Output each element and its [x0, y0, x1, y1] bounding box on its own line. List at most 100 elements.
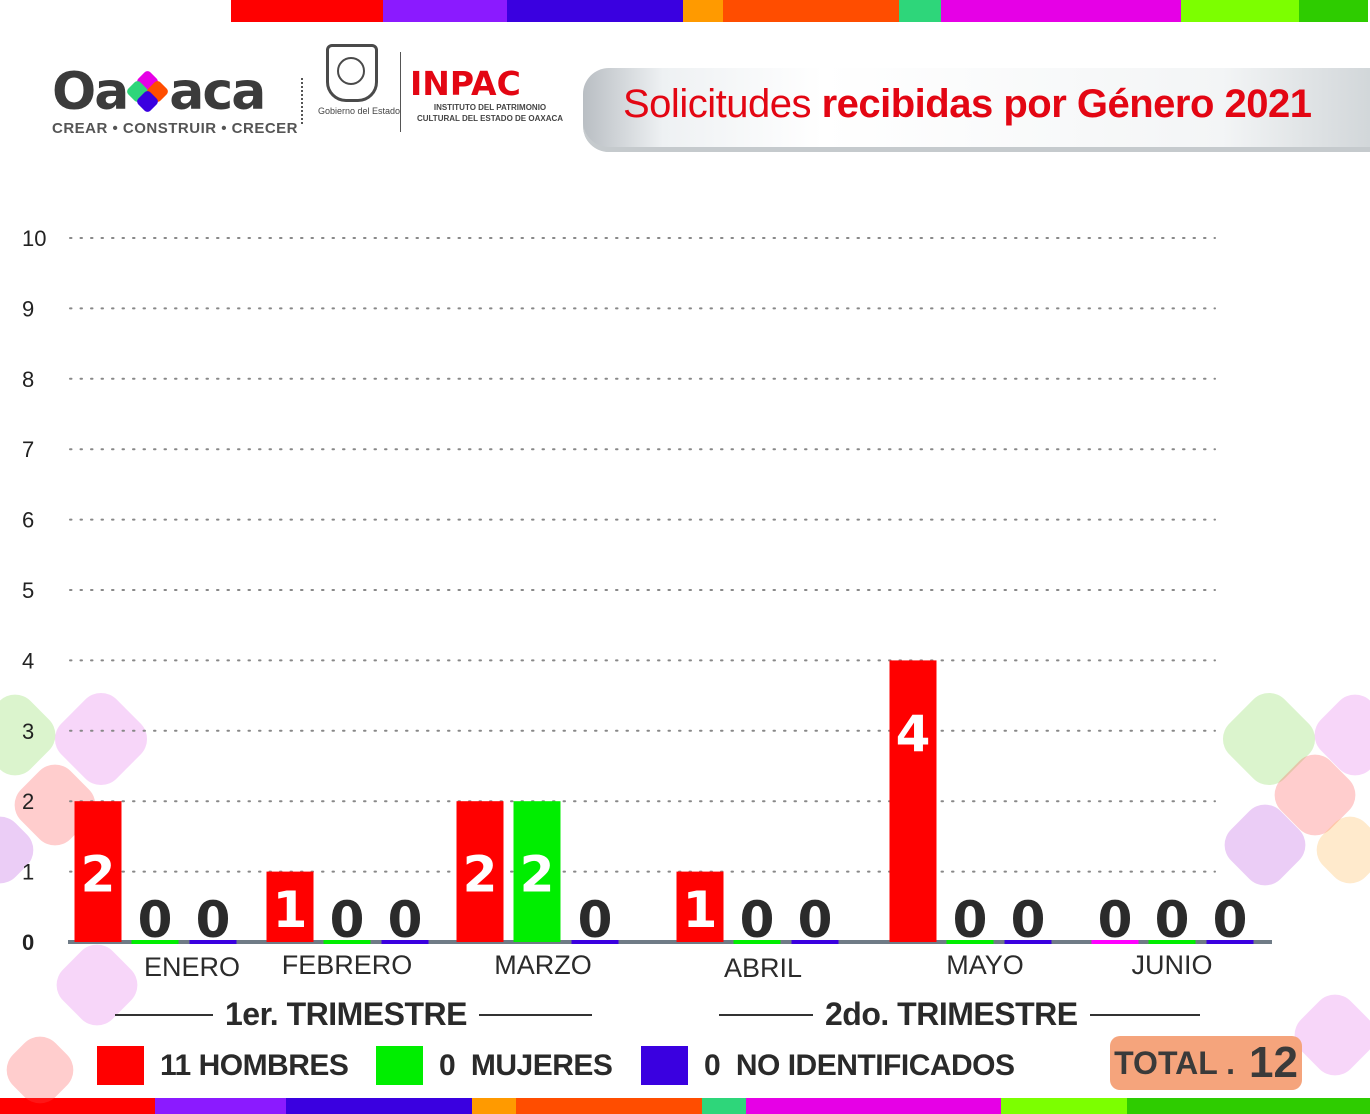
y-tick-label: 4 — [22, 648, 34, 673]
data-label-hombres: 2 — [81, 846, 116, 904]
stripe-segment — [1299, 0, 1368, 22]
title-banner: Solicitudes recibidas por Género 2021 — [583, 68, 1370, 152]
legend-label-hombres: HOMBRES — [198, 1048, 349, 1082]
data-label-mujeres: 0 — [1155, 891, 1190, 949]
legend-label-mujeres: MUJERES — [470, 1048, 613, 1082]
stripe-segment — [516, 1098, 702, 1114]
data-label-hombres: 1 — [683, 881, 718, 939]
month-label-enero: ENERO — [143, 952, 241, 982]
stripe-segment — [746, 1098, 1001, 1114]
brand-logo-right: aca — [169, 62, 266, 122]
legend-mujeres: 0 MUJERES — [376, 1046, 613, 1085]
y-tick-label: 10 — [22, 226, 46, 251]
stripe-segment — [1181, 0, 1299, 22]
month-label-mayo: MAYO — [946, 950, 1024, 980]
legend-swatch-mujeres — [376, 1046, 423, 1085]
data-label-no-identificados: 0 — [1213, 891, 1248, 949]
bar-mujeres — [946, 940, 994, 944]
y-tick-label: 7 — [22, 437, 34, 462]
y-tick-label: 2 — [22, 789, 34, 814]
stripe-segment — [507, 0, 683, 22]
legend-count-mujeres: 0 — [439, 1048, 456, 1082]
total-label: TOTAL . — [1114, 1044, 1235, 1081]
stripe-segment — [723, 0, 899, 22]
header-divider — [400, 52, 401, 132]
seal-caption: Gobierno del Estado — [318, 106, 401, 116]
data-label-hombres: 2 — [463, 846, 498, 904]
inpac-full-line2: CULTURAL DEL ESTADO DE OAXACA — [416, 114, 564, 123]
data-label-no-identificados: 0 — [196, 891, 231, 949]
bar-mujeres — [733, 940, 781, 944]
bar-mujeres — [513, 801, 561, 942]
bar-no-identificados — [189, 940, 237, 944]
legend-swatch-no-identificados — [641, 1046, 688, 1085]
y-tick-label: 3 — [22, 719, 34, 744]
stripe-segment — [1001, 1098, 1127, 1114]
title-bold: recibidas por Género 2021 — [821, 82, 1312, 126]
data-label-no-identificados: 0 — [798, 891, 833, 949]
page-title: Solicitudes recibidas por Género 2021 — [623, 82, 1312, 127]
bar-hombres — [1091, 940, 1139, 944]
bar-no-identificados — [381, 940, 429, 944]
bar-mujeres — [323, 940, 371, 944]
title-regular: Solicitudes — [623, 82, 822, 126]
brand-logo-left: Oa — [52, 62, 129, 122]
y-tick-label: 8 — [22, 367, 34, 392]
data-label-hombres: 4 — [896, 705, 931, 763]
bar-no-identificados — [1004, 940, 1052, 944]
month-label-marzo: MARZO — [494, 950, 592, 980]
legend-no-identificados: 0 NO IDENTIFICADOS — [641, 1046, 1015, 1085]
bar-no-identificados — [1206, 940, 1254, 944]
trimester-2-text: 2do. TRIMESTRE — [825, 996, 1078, 1032]
stripe-segment — [155, 1098, 286, 1114]
bar-hombres — [74, 801, 122, 942]
y-tick-label: 1 — [22, 860, 34, 885]
month-label-abril: ABRIL — [723, 953, 803, 983]
state-seal: Gobierno del Estado — [318, 44, 401, 116]
y-tick-label: 9 — [22, 296, 34, 321]
inpac-name: INPAC — [410, 64, 521, 103]
bar-hombres — [889, 660, 937, 942]
bar-hombres — [456, 801, 504, 942]
stripe-segment — [383, 0, 507, 22]
legend-count-hombres: 11 — [160, 1048, 191, 1082]
coat-of-arms-icon — [326, 44, 378, 102]
y-tick-label: 6 — [22, 508, 34, 533]
inpac-full-name: INSTITUTO DEL PATRIMONIO CULTURAL DEL ES… — [410, 102, 570, 124]
month-label-febrero: FEBRERO — [281, 950, 413, 980]
total-value: 12 — [1248, 1038, 1298, 1087]
trimester-1-text: 1er. TRIMESTRE — [225, 996, 467, 1032]
data-label-mujeres: 2 — [520, 846, 555, 904]
stripe-segment — [472, 1098, 516, 1114]
header-divider — [301, 78, 303, 124]
stripe-segment — [1127, 1098, 1370, 1114]
legend-swatch-hombres — [97, 1046, 144, 1085]
inpac-logo: INPAC INSTITUTO DEL PATRIMONIO CULTURAL … — [410, 66, 570, 124]
trimester-label-2: 2do. TRIMESTRE — [719, 996, 1200, 1033]
data-label-hombres: 1 — [273, 881, 308, 939]
month-label-junio: JUNIO — [1131, 950, 1213, 980]
data-label-mujeres: 0 — [953, 891, 988, 949]
top-color-stripe — [231, 0, 1370, 22]
total-badge: TOTAL . 12 — [1110, 1036, 1302, 1090]
data-label-mujeres: 0 — [330, 891, 365, 949]
legend-label-no-identificados: NO IDENTIFICADOS — [735, 1048, 1015, 1082]
stripe-segment — [899, 0, 941, 22]
oaxaca-logo: Oa aca CREAR • CONSTRUIR • CRECER — [52, 62, 298, 137]
bar-hombres — [676, 871, 724, 942]
legend-hombres: 11 HOMBRES — [97, 1046, 349, 1085]
stripe-segment — [286, 1098, 472, 1114]
data-label-no-identificados: 0 — [1011, 891, 1046, 949]
stripe-segment — [231, 0, 383, 22]
data-label-no-identificados: 0 — [388, 891, 423, 949]
stripe-segment — [0, 1098, 155, 1114]
stripe-segment — [702, 1098, 746, 1114]
bar-mujeres — [131, 940, 179, 944]
stripe-segment — [683, 0, 723, 22]
legend-count-no-identificados: 0 — [704, 1048, 721, 1082]
trimester-label-1: 1er. TRIMESTRE — [115, 996, 592, 1033]
y-tick-label: 0 — [22, 930, 34, 955]
data-label-mujeres: 0 — [740, 891, 775, 949]
bar-no-identificados — [571, 940, 619, 944]
